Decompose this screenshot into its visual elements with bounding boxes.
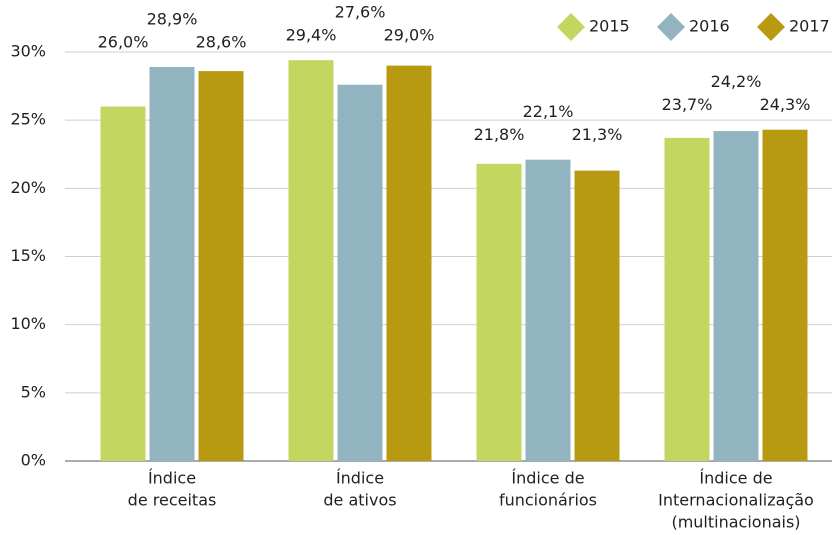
y-tick-label: 5% [21, 382, 46, 401]
y-tick-label: 0% [21, 451, 46, 470]
value-label: 21,3% [572, 125, 623, 144]
value-label: 21,8% [474, 125, 525, 144]
bar [337, 84, 383, 461]
legend-label: 2016 [689, 17, 730, 36]
value-label: 29,4% [286, 26, 337, 45]
legend-swatch [657, 13, 685, 41]
bar [476, 163, 522, 461]
value-label: 22,1% [523, 102, 574, 121]
x-tick-label: de receitas [128, 491, 217, 510]
value-label: 28,9% [147, 9, 198, 28]
bar [664, 137, 710, 461]
bar [762, 129, 808, 461]
bar [525, 159, 571, 461]
bar [288, 60, 334, 462]
y-tick-label: 30% [10, 42, 46, 61]
x-tick-label: (multinacionais) [671, 513, 800, 532]
x-tick-label: de ativos [323, 491, 396, 510]
x-tick-label: Índice [336, 469, 384, 488]
x-tick-label: Índice de [511, 469, 584, 488]
bar [100, 106, 146, 462]
bar [149, 66, 195, 461]
y-tick-label: 10% [10, 314, 46, 333]
x-tick-label: Índice [148, 469, 196, 488]
legend-label: 2015 [589, 17, 630, 36]
value-label: 27,6% [335, 3, 386, 22]
x-tick-label: Internacionalização [658, 491, 814, 510]
legend-swatch [557, 13, 585, 41]
legend-swatch [757, 13, 785, 41]
y-tick-label: 15% [10, 246, 46, 265]
legend-label: 2017 [789, 17, 830, 36]
bar [386, 65, 432, 461]
value-label: 26,0% [98, 32, 149, 51]
y-tick-label: 20% [10, 178, 46, 197]
value-label: 24,2% [711, 72, 762, 91]
x-tick-label: Índice de [699, 469, 772, 488]
bar [713, 131, 759, 461]
value-label: 23,7% [662, 95, 713, 114]
x-tick-label: funcionários [499, 491, 597, 510]
value-label: 24,3% [760, 95, 811, 114]
value-label: 28,6% [196, 32, 247, 51]
bar [574, 170, 620, 462]
value-label: 29,0% [384, 26, 435, 45]
bar [198, 71, 244, 461]
y-tick-label: 25% [10, 110, 46, 129]
